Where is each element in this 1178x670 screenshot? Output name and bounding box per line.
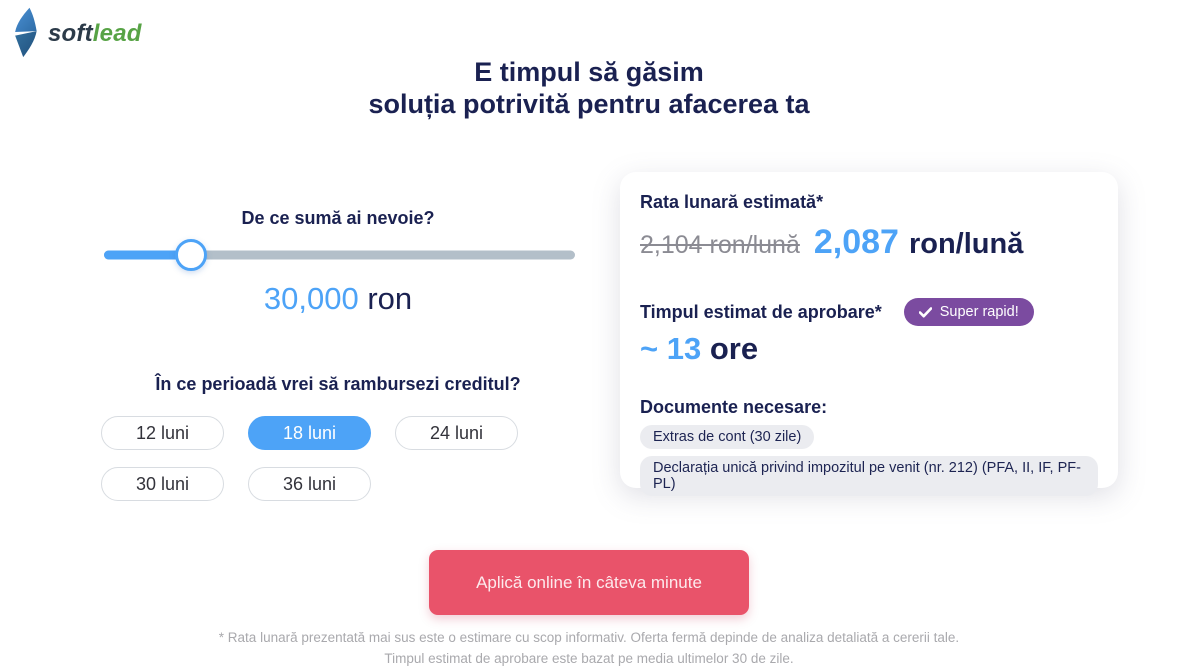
slider-thumb[interactable] bbox=[175, 239, 208, 271]
checkmark-icon bbox=[918, 306, 932, 317]
period-question-label: În ce perioadă vrei să rambursezi credit… bbox=[155, 374, 521, 394]
softlead-bolt-icon bbox=[15, 7, 37, 58]
amount-slider[interactable] bbox=[101, 236, 575, 274]
period-option-button[interactable]: 36 luni bbox=[248, 467, 371, 501]
page-title: E timpul să găsim soluția potrivită pent… bbox=[0, 56, 1178, 120]
rate-row: 2,104 ron/lună 2,087 ron/lună bbox=[640, 223, 1098, 262]
logo-wordmark: softlead bbox=[48, 20, 142, 48]
document-pill: Extras de cont (30 zile) bbox=[640, 425, 815, 449]
page-title-line2: soluția potrivită pentru afacerea ta bbox=[368, 89, 810, 119]
amount-currency: ron bbox=[358, 281, 413, 316]
rate-old-value: 2,104 ron/lună bbox=[640, 231, 800, 259]
rate-new-value: 2,087 bbox=[813, 223, 899, 261]
document-pill: Declarația unică privind impozitul pe ve… bbox=[640, 456, 1098, 496]
approval-unit: ore bbox=[701, 331, 759, 366]
approval-label: Timpul estimat de aprobare* bbox=[640, 301, 882, 322]
apply-online-button[interactable]: Aplică online în câteva minute bbox=[429, 550, 749, 615]
footnote: * Rata lunară prezentată mai sus este o … bbox=[0, 627, 1178, 669]
badge-label: Super rapid! bbox=[939, 304, 1019, 320]
slider-track[interactable] bbox=[104, 250, 575, 260]
period-option-button[interactable]: 12 luni bbox=[101, 416, 224, 450]
period-option-button[interactable]: 18 luni bbox=[248, 416, 371, 450]
amount-value: 30,000 ron bbox=[101, 281, 575, 317]
approval-value: ~ 13 ore bbox=[640, 331, 1098, 367]
slider-fill bbox=[104, 250, 195, 260]
documents-list: Extras de cont (30 zile) Declarația unică… bbox=[640, 425, 1098, 496]
period-options: 12 luni 18 luni 24 luni 30 luni 36 luni bbox=[101, 416, 575, 501]
logo-word-soft: soft bbox=[48, 20, 93, 47]
page-title-line1: E timpul să găsim bbox=[474, 57, 704, 87]
logo-word-lead: lead bbox=[92, 20, 142, 47]
estimate-card: Rata lunară estimată* 2,104 ron/lună 2,0… bbox=[620, 172, 1118, 496]
amount-question-label: De ce sumă ai nevoie? bbox=[241, 208, 435, 228]
approval-number: ~ 13 bbox=[640, 331, 702, 366]
amount-number: 30,000 bbox=[263, 281, 359, 316]
rate-label: Rata lunară estimată* bbox=[640, 192, 824, 212]
softlead-logo: softlead bbox=[8, 6, 142, 58]
documents-label: Documente necesare: bbox=[640, 397, 828, 417]
loan-configurator: De ce sumă ai nevoie? 30,000 ron În ce p… bbox=[101, 208, 575, 501]
approval-row: Timpul estimat de aprobare* Super rapid! bbox=[640, 298, 1098, 326]
rate-unit: ron/lună bbox=[908, 228, 1024, 260]
period-option-button[interactable]: 24 luni bbox=[395, 416, 518, 450]
super-fast-badge: Super rapid! bbox=[903, 298, 1034, 326]
footnote-line1: * Rata lunară prezentată mai sus este o … bbox=[218, 630, 960, 645]
period-option-button[interactable]: 30 luni bbox=[101, 467, 224, 501]
footnote-line2: Timpul estimat de aprobare este bazat pe… bbox=[384, 651, 794, 666]
